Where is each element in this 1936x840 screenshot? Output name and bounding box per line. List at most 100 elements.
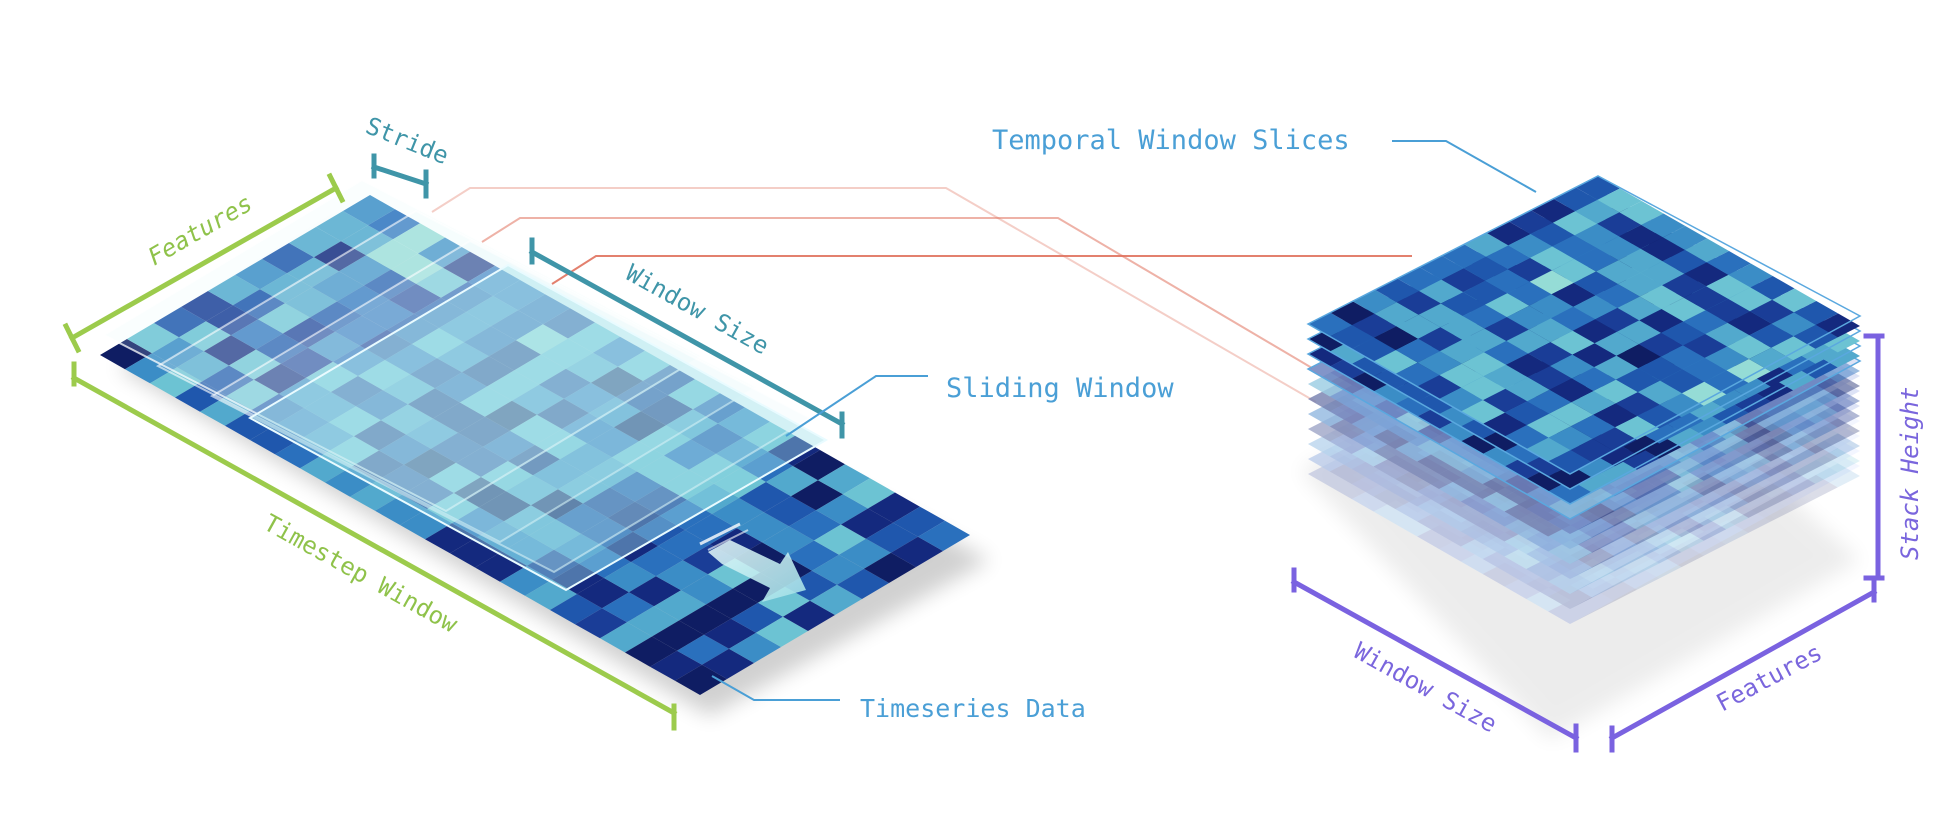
sliding-window-leader bbox=[785, 375, 928, 437]
timeseries-cell bbox=[543, 308, 595, 339]
slice-cell bbox=[1815, 388, 1860, 413]
slice-cell bbox=[1461, 352, 1506, 377]
timeseries-data-grid bbox=[100, 195, 970, 695]
slice-cell bbox=[1637, 404, 1682, 429]
slice-cell bbox=[1395, 437, 1440, 462]
timeseries-cell bbox=[706, 588, 758, 619]
timeseries-cell bbox=[637, 455, 689, 486]
temporal-slices-leader bbox=[1392, 140, 1537, 193]
slice-cell bbox=[1573, 295, 1618, 320]
slice-cell bbox=[1526, 587, 1571, 612]
timeseries-cell bbox=[516, 324, 568, 355]
timeseries-cell bbox=[587, 427, 639, 458]
timeseries-cell bbox=[358, 360, 410, 391]
slice-cell bbox=[1482, 472, 1527, 497]
slice-cell bbox=[1616, 368, 1661, 393]
slice-cell bbox=[1727, 311, 1772, 336]
slice-cell bbox=[1618, 248, 1663, 273]
timeseries-cell bbox=[150, 367, 202, 398]
slice-cell bbox=[1574, 223, 1619, 248]
timeseries-cell bbox=[512, 384, 564, 415]
slice-cell bbox=[1793, 324, 1838, 349]
connector-line-1 bbox=[431, 187, 1317, 403]
slice-cell bbox=[1351, 337, 1396, 362]
slice-cell bbox=[1482, 412, 1527, 437]
slice-cell bbox=[1395, 407, 1440, 432]
timeseries-cell bbox=[127, 323, 179, 354]
timeseries-cell bbox=[702, 648, 754, 679]
slice-cell bbox=[1482, 502, 1527, 527]
timeseries-cell bbox=[758, 586, 810, 617]
slice-cell bbox=[1750, 276, 1795, 300]
slice-cell bbox=[1439, 507, 1484, 532]
slice-cell bbox=[1439, 363, 1484, 388]
timeseries-cell bbox=[487, 370, 539, 401]
slice-cell bbox=[1395, 512, 1440, 537]
slice-cell bbox=[1641, 213, 1686, 238]
timeseries-cell bbox=[360, 329, 412, 360]
slice-cell bbox=[1706, 274, 1751, 299]
slice-cell bbox=[1597, 188, 1642, 213]
slice-cell bbox=[1570, 438, 1615, 463]
slice-cell bbox=[1505, 353, 1551, 378]
timeseries-cell bbox=[408, 388, 460, 419]
slice-cell bbox=[1329, 445, 1374, 469]
timeseries-cell bbox=[864, 552, 916, 583]
timeseries-cell bbox=[250, 424, 302, 455]
slice-cell bbox=[1549, 378, 1594, 403]
timeseries-cell bbox=[525, 579, 577, 610]
features-right-bracket bbox=[1608, 577, 1878, 753]
slice-cell bbox=[1351, 487, 1396, 512]
slice-cell bbox=[1439, 432, 1484, 457]
timeseries-cell bbox=[564, 382, 616, 413]
timeseries-cell bbox=[691, 423, 743, 454]
timeseries-data-leader bbox=[711, 675, 840, 701]
slice-cell bbox=[1395, 452, 1440, 477]
slice-cell bbox=[1329, 355, 1374, 379]
slice-cell bbox=[1439, 462, 1484, 487]
slice-cell bbox=[1417, 480, 1462, 504]
timeseries-cell bbox=[364, 269, 416, 300]
slice-cell bbox=[1772, 288, 1817, 313]
slice-cell bbox=[1684, 238, 1729, 263]
stack-height-label: Stack Height bbox=[1896, 387, 1924, 560]
timeseries-cell bbox=[329, 406, 381, 437]
slice-cell bbox=[1594, 355, 1639, 380]
slice-cell bbox=[1619, 201, 1664, 225]
timeseries-data-label: Timeseries Data bbox=[860, 694, 1086, 723]
slice-cell bbox=[1548, 525, 1593, 549]
timeseries-cell bbox=[410, 358, 462, 389]
timeseries-cell bbox=[591, 366, 643, 397]
slice-cell bbox=[1373, 455, 1418, 479]
timeseries-cell bbox=[541, 338, 593, 369]
timeseries-cell bbox=[568, 322, 620, 353]
slice-cell bbox=[1595, 307, 1640, 332]
timeseries-cell bbox=[510, 414, 562, 445]
slice-cell bbox=[1682, 381, 1727, 406]
slice-cell bbox=[1638, 332, 1683, 357]
slice-cell bbox=[1526, 557, 1571, 582]
slice-cell bbox=[1395, 338, 1440, 363]
timeseries-cell bbox=[204, 335, 256, 366]
slice-cell bbox=[1441, 268, 1486, 293]
timeseries-cell bbox=[529, 519, 581, 550]
slice-cell bbox=[1395, 497, 1440, 522]
timeseries-cell bbox=[610, 471, 662, 502]
timeseries-cell bbox=[125, 353, 177, 384]
timeseries-cell bbox=[554, 533, 606, 564]
timeseries-cell bbox=[743, 421, 795, 452]
slice-cell bbox=[1439, 339, 1485, 364]
timeseries-cell bbox=[302, 422, 354, 453]
timeseries-cell bbox=[527, 549, 579, 580]
timeseries-cell bbox=[175, 381, 227, 412]
slice-cell bbox=[1504, 530, 1549, 554]
timeseries-cell bbox=[152, 337, 204, 368]
timeseries-cell bbox=[202, 365, 254, 396]
timeseries-cell bbox=[339, 255, 391, 286]
timeseries-cell bbox=[312, 271, 364, 302]
slice-cell bbox=[1460, 550, 1505, 574]
timeseries-cell bbox=[593, 336, 645, 367]
slice-cell bbox=[1728, 287, 1773, 312]
slice-cell bbox=[1526, 452, 1571, 477]
